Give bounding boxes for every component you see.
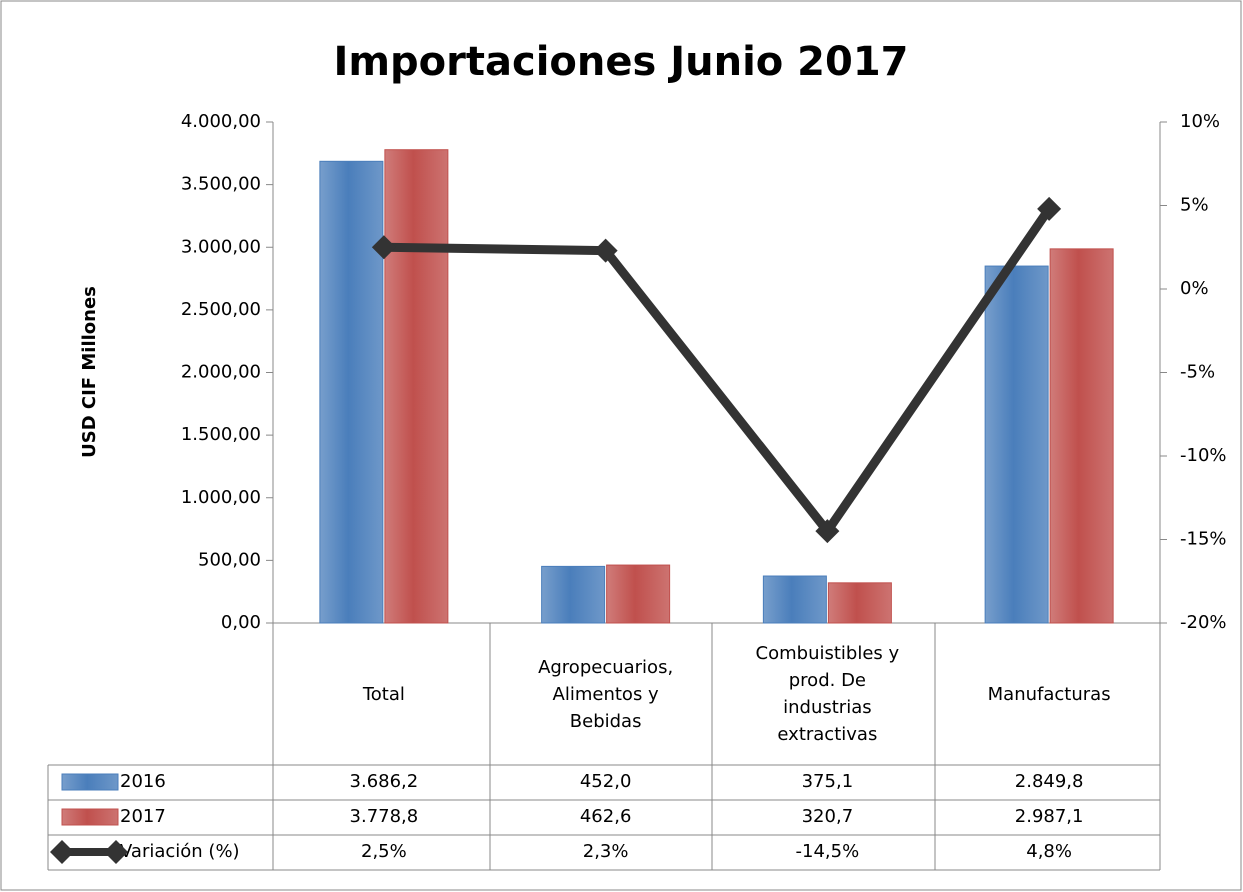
legend-label: 2016 — [120, 771, 166, 792]
bar — [984, 265, 1049, 624]
y-tick-label: 4.000,00 — [181, 111, 261, 132]
table-value: 4,8% — [1026, 841, 1072, 862]
y-tick-label: 3.500,00 — [181, 174, 261, 195]
table-value: 2.849,8 — [1015, 771, 1084, 792]
bar — [827, 582, 892, 624]
table-value: 462,6 — [580, 806, 632, 827]
line — [383, 206, 1053, 536]
bar — [541, 565, 606, 624]
category-label: Agropecuarios, Alimentos y Bebidas — [538, 656, 674, 732]
line-marker — [371, 235, 396, 260]
y2-tick-label: -5% — [1180, 362, 1215, 383]
legend-swatch — [61, 773, 119, 791]
y-tick-label: 1.000,00 — [181, 487, 261, 508]
y-tick-label: 3.000,00 — [181, 236, 261, 257]
y-tick-label: 2.500,00 — [181, 299, 261, 320]
legend-marker — [104, 840, 128, 864]
y-tick-label: 2.000,00 — [181, 362, 261, 383]
table-value: 3.778,8 — [350, 806, 419, 827]
line-marker — [1037, 196, 1062, 221]
y2-tick-label: 0% — [1180, 278, 1209, 299]
line-marker — [815, 519, 840, 544]
table-value: 375,1 — [802, 771, 854, 792]
table-value: 3.686,2 — [350, 771, 419, 792]
line-marker — [593, 238, 618, 263]
bar — [1049, 248, 1114, 624]
legend-marker — [50, 840, 74, 864]
legend-label: Variación (%) — [120, 841, 240, 862]
table-value: 2,5% — [361, 841, 407, 862]
table-value: 320,7 — [802, 806, 854, 827]
chart-title: Importaciones Junio 2017 — [333, 39, 908, 85]
y-tick-label: 1.500,00 — [181, 424, 261, 445]
bar — [319, 160, 384, 624]
table-value: -14,5% — [796, 841, 860, 862]
table-value: 452,0 — [580, 771, 632, 792]
y-tick-label: 0,00 — [221, 612, 261, 633]
y2-tick-label: 10% — [1180, 111, 1220, 132]
category-label: Manufacturas — [987, 683, 1111, 705]
y2-tick-label: -10% — [1180, 445, 1227, 466]
category-label: Total — [362, 683, 405, 705]
y2-tick-label: -20% — [1180, 612, 1227, 633]
y-axis-label: USD CIF Millones — [79, 286, 100, 458]
y-tick-label: 500,00 — [198, 549, 261, 570]
bar — [762, 575, 827, 624]
legend-label: 2017 — [120, 806, 166, 827]
table-value: 2.987,1 — [1015, 806, 1084, 827]
category-label: Combuistibles y prod. De industrias extr… — [755, 643, 900, 745]
legend-swatch — [61, 808, 119, 826]
table-value: 2,3% — [583, 841, 629, 862]
bar — [606, 564, 671, 624]
y2-tick-label: -15% — [1180, 529, 1227, 550]
bar — [384, 149, 449, 624]
y2-tick-label: 5% — [1180, 195, 1209, 216]
